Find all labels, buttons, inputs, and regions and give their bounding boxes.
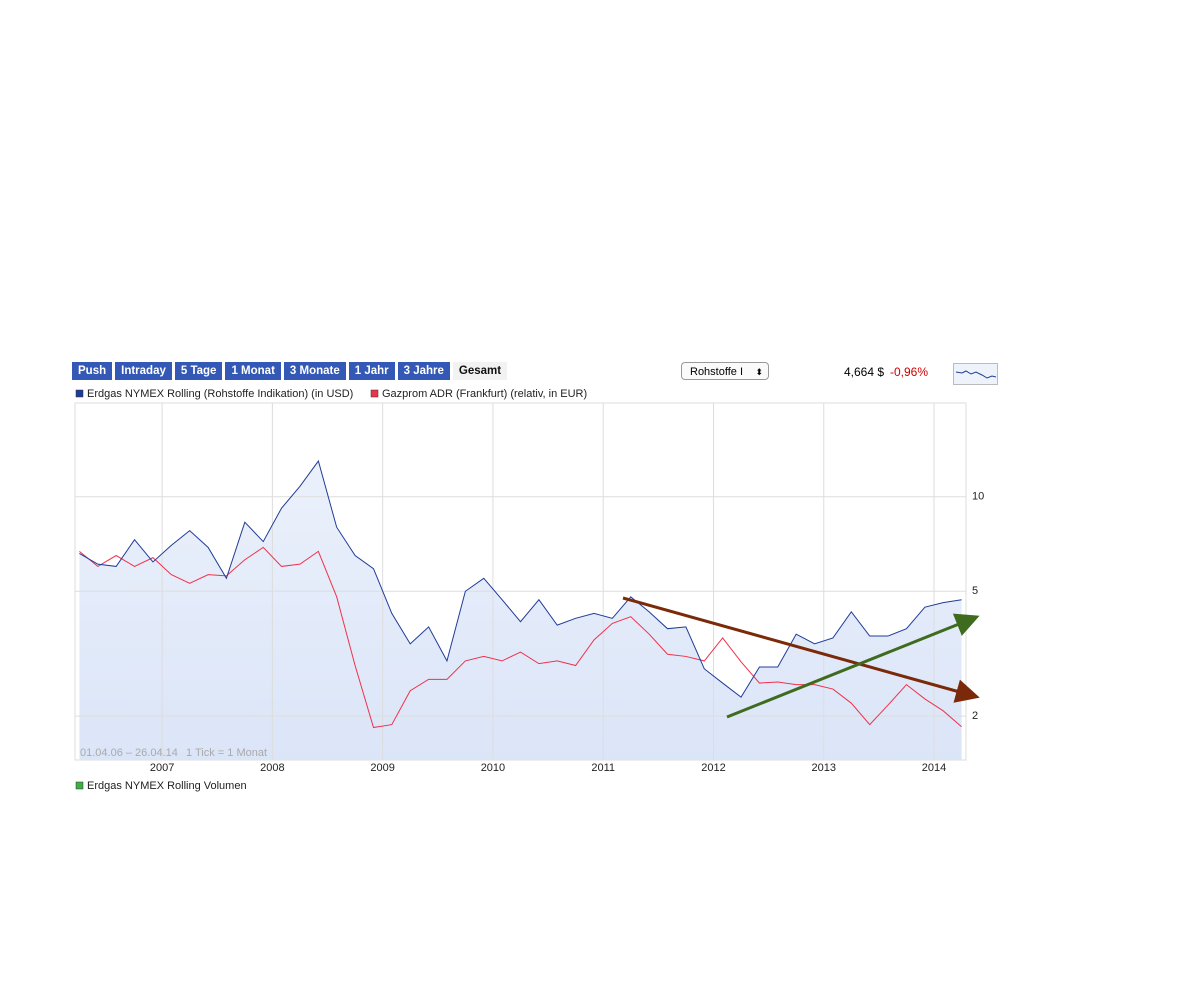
y-tick-label: 5 [972,585,978,597]
trend-arrow [726,613,980,719]
range-button[interactable]: 1 Jahr [348,362,395,380]
annotation: 1 Tick = 1 Monat [186,747,267,759]
annotation: 01.04.06 – 26.04.14 [80,747,178,759]
x-tick-label: 2010 [481,762,505,774]
range-button[interactable]: Push [72,362,113,380]
range-button[interactable]: Gesamt [452,362,508,380]
legend-swatch [370,389,379,398]
legend-swatch [75,389,84,398]
price: 4,664 $ [844,365,885,379]
x-tick-label: 2009 [370,762,394,774]
thumbnail-line [955,370,997,379]
y-tick-label: 10 [972,491,984,503]
range-button[interactable]: 5 Tage [174,362,223,380]
range-buttons: Push Intraday 5 Tage 1 Monat 3 Monate 1 Jahr 3… [72,362,508,380]
legend-label: Gazprom ADR (Frankfurt) (relativ, in EUR… [382,388,587,400]
legend-swatch [75,781,84,790]
selector[interactable]: Rohstoffe I [681,362,769,381]
x-tick-label: 2013 [812,762,836,774]
legend-label: Erdgas NYMEX Rolling Volumen [87,780,247,792]
area-fill [79,461,962,760]
series-line [79,459,962,698]
range-button[interactable]: 3 Jahre [397,362,450,380]
x-tick-label: 2008 [260,762,284,774]
series-line [79,546,962,729]
price-change: -0,96% [890,365,929,379]
trend-arrow [622,596,980,703]
y-tick-label: 2 [972,710,978,722]
x-tick-label: 2012 [701,762,725,774]
x-tick-label: 2014 [922,762,946,774]
legend-label: Erdgas NYMEX Rolling (Rohstoffe Indikati… [87,388,353,400]
range-button[interactable]: Intraday [115,362,172,380]
range-button[interactable]: 3 Monate [283,362,346,380]
thumbnail[interactable] [953,363,998,385]
x-tick-label: 2011 [591,762,615,774]
range-button[interactable]: 1 Monat [225,362,281,380]
x-tick-label: 2007 [150,762,174,774]
plot-frame [74,402,967,761]
